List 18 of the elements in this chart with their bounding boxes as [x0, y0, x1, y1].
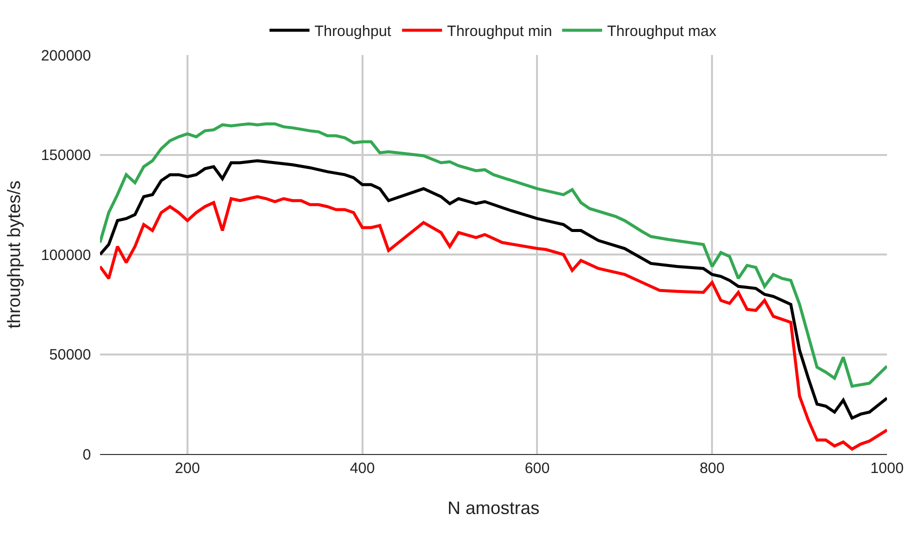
- y-tick-label: 100000: [40, 246, 91, 264]
- x-tick-label: 1000: [870, 460, 904, 477]
- x-tick-label: 600: [524, 460, 550, 477]
- y-tick-label: 50000: [49, 346, 91, 364]
- line-series: [100, 122, 887, 388]
- line-series: [100, 159, 887, 420]
- y-tick-label: 200000: [40, 47, 91, 64]
- legend-label: Throughput min: [447, 23, 552, 40]
- x-tick-label: 200: [174, 460, 200, 477]
- x-tick-label: 800: [700, 460, 725, 477]
- y-tick-label: 150000: [40, 147, 91, 164]
- legend-label: Throughput max: [607, 23, 717, 40]
- x-axis-title: N amostras: [447, 498, 540, 518]
- y-axis-title: throughput bytes/s: [4, 180, 24, 329]
- legend-label: Throughput: [314, 23, 392, 40]
- x-tick-label: 400: [350, 460, 375, 477]
- line-series: [100, 195, 887, 451]
- y-tick-label: 0: [82, 446, 91, 464]
